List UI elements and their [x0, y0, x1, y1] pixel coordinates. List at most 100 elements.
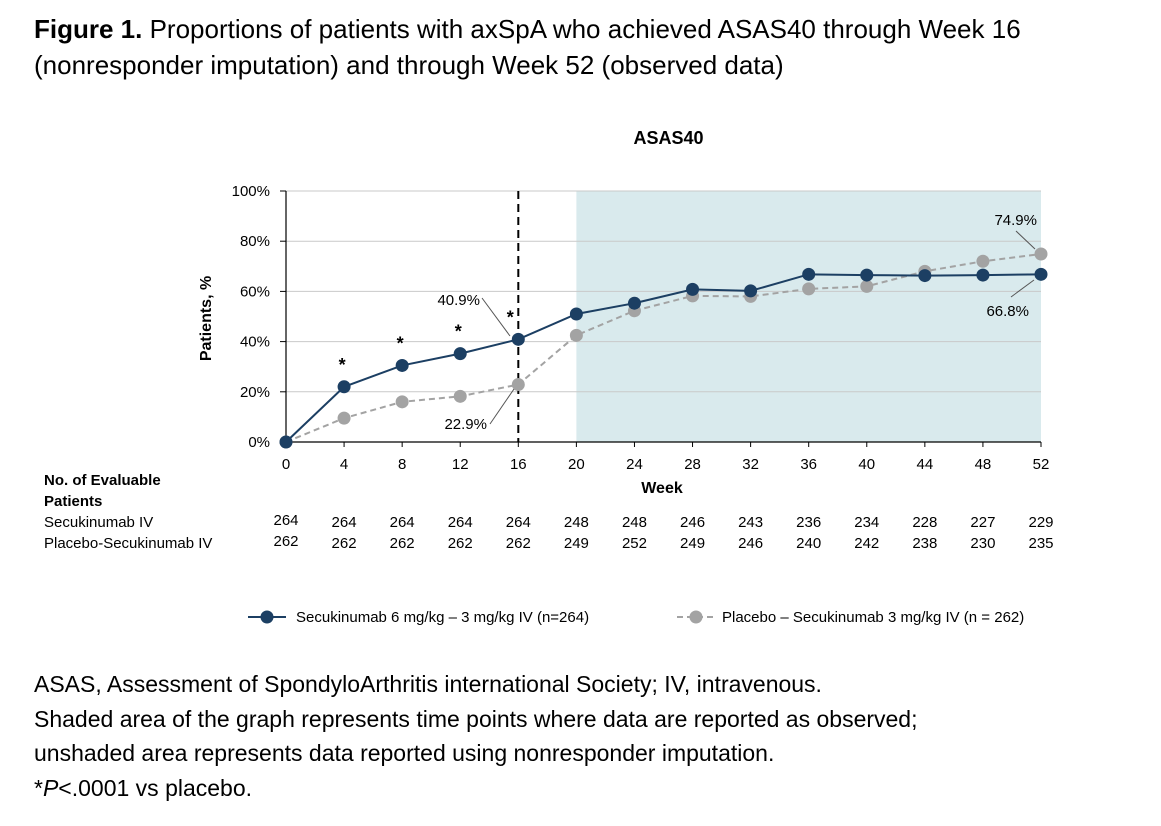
evaluable-count: 262 [506, 535, 531, 552]
data-point-secukinumab [569, 307, 583, 321]
annotation-label: 66.8% [986, 303, 1029, 320]
data-point-secukinumab [744, 284, 758, 298]
evaluable-count: 228 [912, 514, 937, 531]
data-point-secukinumab [627, 296, 641, 310]
evaluable-count: 234 [854, 514, 879, 531]
x-tick-label: 24 [626, 456, 643, 473]
legend-marker-placebo [689, 610, 703, 624]
significance-marker: * [397, 333, 404, 353]
significance-marker: * [455, 322, 462, 342]
evaluable-count: 229 [1028, 514, 1053, 531]
x-tick-label: 0 [282, 456, 290, 473]
series-line-placebo [285, 253, 1042, 443]
legend-label-placebo: Placebo – Secukinumab 3 mg/kg IV (n = 26… [722, 609, 1024, 626]
evaluable-count: 262 [273, 533, 298, 550]
evaluable-count: 242 [854, 535, 879, 552]
annotation-leader [489, 388, 515, 425]
x-tick-label: 40 [858, 456, 875, 473]
footnote-abbreviations: ASAS, Assessment of SpondyloArthritis in… [34, 671, 822, 697]
data-point-placebo [1034, 247, 1048, 261]
footnote-shading-1: Shaded area of the graph represents time… [34, 705, 918, 732]
footnote-p: P [42, 774, 59, 801]
y-tick-label: 80% [240, 233, 270, 250]
y-tick-label: 60% [240, 283, 270, 300]
y-tick-label: 100% [232, 183, 270, 200]
evaluable-header-line1: No. of Evaluable [44, 472, 161, 489]
data-point-placebo [976, 254, 990, 268]
evaluable-count: 243 [738, 514, 763, 531]
evaluable-row-label: Placebo-Secukinumab IV [44, 535, 212, 552]
data-point-placebo [860, 279, 874, 293]
x-tick-label: 36 [800, 456, 817, 473]
x-tick-label: 32 [742, 456, 759, 473]
evaluable-count: 262 [332, 535, 357, 552]
data-point-placebo [337, 411, 351, 425]
x-tick-label: 44 [917, 456, 934, 473]
data-point-secukinumab [976, 268, 990, 282]
data-point-secukinumab [918, 269, 932, 283]
evaluable-count: 248 [564, 514, 589, 531]
evaluable-count: 264 [506, 514, 531, 531]
evaluable-count: 264 [332, 514, 357, 531]
footnotes: ASAS, Assessment of SpondyloArthritis in… [34, 667, 1144, 805]
footnote-star: * [34, 774, 43, 801]
data-point-secukinumab [511, 332, 525, 346]
evaluable-count: 264 [273, 512, 298, 529]
data-point-secukinumab [279, 435, 293, 449]
evaluable-count: 262 [448, 535, 473, 552]
data-point-placebo [802, 282, 816, 296]
evaluable-count: 248 [622, 514, 647, 531]
evaluable-count: 246 [738, 535, 763, 552]
data-point-secukinumab [686, 282, 700, 296]
annotation-leader [1015, 230, 1036, 250]
y-tick-label: 20% [240, 384, 270, 401]
observed-data-shading [576, 191, 1041, 442]
annotation-leader [481, 297, 511, 337]
legend-label-secukinumab: Secukinumab 6 mg/kg – 3 mg/kg IV (n=264) [296, 609, 589, 626]
evaluable-count: 249 [564, 535, 589, 552]
data-point-secukinumab [337, 380, 351, 394]
evaluable-count: 264 [390, 514, 415, 531]
figure-caption-text: Proportions of patients with axSpA who a… [34, 14, 1021, 80]
footnote-shading-2: unshaded area represents data reported u… [34, 740, 775, 766]
evaluable-count: 262 [390, 535, 415, 552]
evaluable-count: 240 [796, 535, 821, 552]
evaluable-count: 264 [448, 514, 473, 531]
evaluable-count: 230 [970, 535, 995, 552]
x-tick-label: 12 [452, 456, 469, 473]
footnote-significance: *P<.0001 vs placebo. [34, 771, 1144, 806]
x-tick-label: 48 [975, 456, 992, 473]
data-point-secukinumab [860, 268, 874, 282]
figure-label: Figure 1. [34, 14, 143, 44]
series-line-secukinumab [285, 273, 1042, 443]
evaluable-header-line2: Patients [44, 493, 102, 510]
figure-caption: Figure 1. Proportions of patients with a… [34, 11, 1144, 83]
annotation-label: 22.9% [444, 416, 487, 433]
data-point-placebo [453, 389, 467, 403]
x-tick-label: 8 [398, 456, 406, 473]
x-tick-label: 16 [510, 456, 527, 473]
evaluable-count: 246 [680, 514, 705, 531]
x-tick-label: 20 [568, 456, 585, 473]
x-tick-label: 28 [684, 456, 701, 473]
significance-marker: * [339, 355, 346, 375]
evaluable-count: 236 [796, 514, 821, 531]
data-point-secukinumab [453, 347, 467, 361]
evaluable-count: 235 [1028, 535, 1053, 552]
data-point-placebo [569, 328, 583, 342]
data-point-secukinumab [1034, 267, 1048, 281]
evaluable-count: 227 [970, 514, 995, 531]
data-point-secukinumab [802, 267, 816, 281]
significance-marker: * [507, 307, 514, 327]
evaluable-count: 252 [622, 535, 647, 552]
data-point-placebo [395, 395, 409, 409]
legend-marker-secukinumab [260, 610, 274, 624]
y-tick-label: 40% [240, 334, 270, 351]
evaluable-count: 249 [680, 535, 705, 552]
annotation-label: 74.9% [994, 212, 1037, 229]
annotation-label: 40.9% [437, 292, 480, 309]
y-tick-label: 0% [248, 434, 270, 451]
annotation-leader [1010, 279, 1035, 298]
chart-title: ASAS40 [633, 128, 703, 148]
x-axis-label: Week [641, 480, 683, 497]
